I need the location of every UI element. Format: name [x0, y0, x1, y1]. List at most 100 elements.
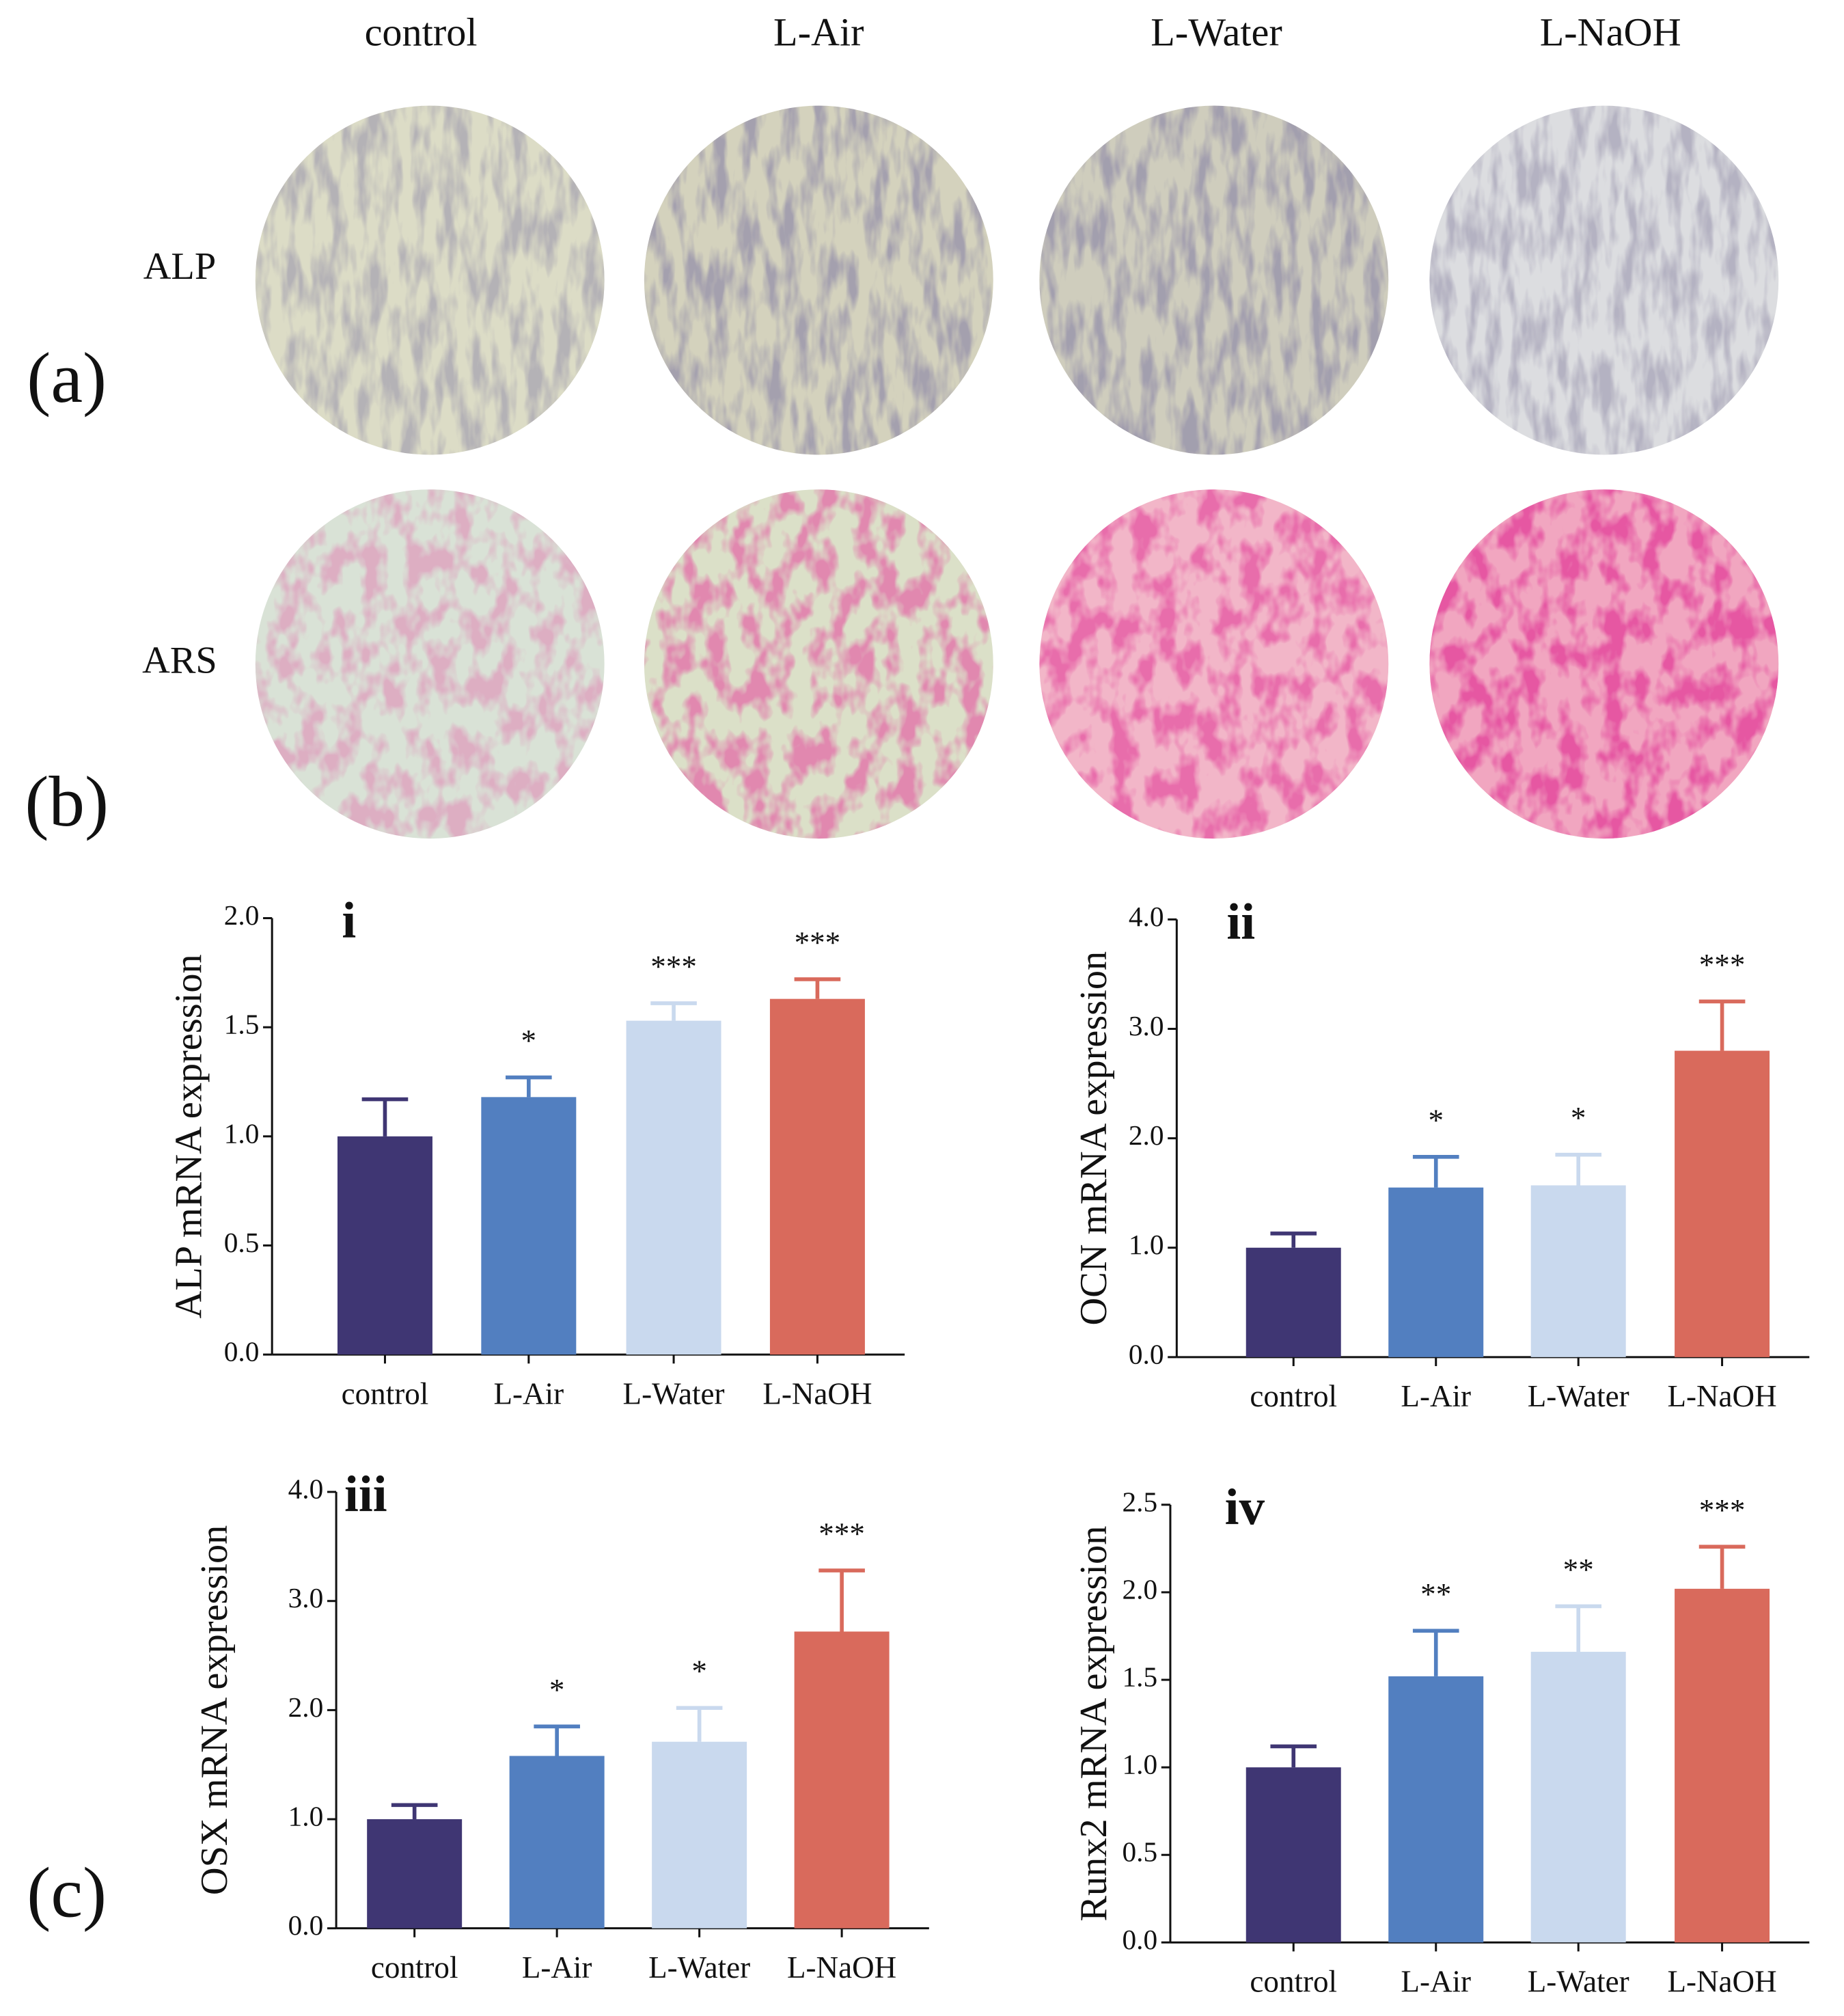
bar: [1530, 1652, 1626, 1943]
y-tick-label: 4.0: [1129, 901, 1164, 932]
significance-label: *: [521, 1024, 537, 1058]
significance-label: ***: [1699, 1493, 1746, 1527]
significance-label: *: [1428, 1103, 1444, 1137]
significance-label: **: [1420, 1577, 1451, 1611]
x-tick-label: L-NaOH: [787, 1950, 896, 1985]
bar: [794, 1631, 890, 1929]
error-bar: [1555, 1152, 1602, 1186]
bar: [1675, 1588, 1770, 1943]
significance-label: **: [1563, 1553, 1594, 1587]
significance-label: ***: [650, 950, 697, 984]
micrograph-texture: [1039, 489, 1389, 839]
y-tick-label: 2.0: [288, 1691, 324, 1723]
error-bar: [1698, 1544, 1746, 1589]
y-tick-label: 1.0: [1123, 1749, 1158, 1780]
bar: [769, 998, 865, 1355]
chart-title: iv: [1225, 1479, 1265, 1536]
bar: [1246, 1247, 1341, 1357]
y-axis-label: OCN mRNA expression: [1073, 951, 1115, 1326]
significance-label: *: [691, 1654, 707, 1689]
significance-label: ***: [818, 1517, 865, 1551]
y-tick-label: 0.5: [224, 1227, 260, 1258]
micrograph-texture: [255, 489, 605, 839]
error-bar: [1555, 1604, 1602, 1652]
error-bar: [1270, 1744, 1317, 1768]
y-axis-label: Runx2 mRNA expression: [1073, 1526, 1115, 1922]
panel-label: (a): [27, 338, 107, 418]
significance-label: *: [549, 1673, 565, 1707]
error-bar: [794, 977, 841, 999]
y-tick-label: 2.0: [1123, 1573, 1158, 1605]
error-bar: [1412, 1629, 1459, 1676]
column-label: L-Air: [773, 10, 864, 55]
bar: [626, 1020, 721, 1355]
bar: [367, 1819, 463, 1929]
significance-label: *: [1571, 1101, 1586, 1135]
column-label: control: [365, 10, 478, 55]
x-tick-label: L-NaOH: [1667, 1965, 1776, 1999]
y-tick-label: 1.5: [1123, 1661, 1158, 1693]
y-tick-label: 1.5: [224, 1009, 260, 1040]
row-label: ALP: [143, 245, 216, 288]
bar: [1388, 1187, 1484, 1357]
chart-title: ii: [1226, 894, 1255, 951]
error-bar: [1412, 1155, 1459, 1188]
micrograph-texture: [255, 105, 605, 455]
bar: [1388, 1676, 1484, 1943]
y-tick-label: 0.5: [1123, 1836, 1158, 1868]
y-tick-label: 2.0: [1129, 1119, 1164, 1151]
y-axis-label: ALP mRNA expression: [168, 954, 210, 1318]
error-bar: [391, 1803, 438, 1820]
bar: [337, 1136, 432, 1355]
y-axis-label: OSX mRNA expression: [193, 1525, 236, 1895]
error-bar: [506, 1075, 552, 1098]
column-label: L-Water: [1151, 10, 1282, 55]
x-tick-label: L-Air: [1401, 1965, 1471, 1999]
bar: [652, 1741, 747, 1929]
x-tick-label: L-NaOH: [1667, 1379, 1776, 1413]
micrograph-texture: [1429, 489, 1779, 839]
error-bar: [361, 1097, 409, 1136]
x-tick-label: control: [342, 1376, 429, 1411]
error-bar: [534, 1724, 580, 1756]
bar: [509, 1756, 605, 1929]
y-tick-label: 1.0: [1129, 1229, 1164, 1260]
significance-label: ***: [795, 925, 841, 959]
micrograph-texture: [644, 489, 993, 839]
x-tick-label: L-Air: [1401, 1379, 1471, 1413]
column-label: L-NaOH: [1540, 10, 1681, 55]
y-tick-label: 0.0: [1129, 1338, 1164, 1370]
x-tick-label: L-Water: [648, 1950, 750, 1985]
chart-title: i: [342, 893, 356, 949]
x-tick-label: control: [1250, 1965, 1337, 1999]
row-label: ARS: [142, 640, 217, 682]
x-tick-label: control: [1250, 1379, 1337, 1413]
y-tick-label: 2.5: [1123, 1486, 1158, 1517]
micrographs: [255, 105, 1779, 839]
x-tick-label: L-Water: [1528, 1965, 1629, 1999]
bar: [1675, 1050, 1770, 1357]
y-tick-label: 3.0: [288, 1582, 324, 1613]
bar: [1246, 1767, 1341, 1943]
y-tick-label: 4.0: [288, 1473, 324, 1505]
y-tick-label: 3.0: [1129, 1010, 1164, 1041]
x-tick-label: L-Water: [623, 1376, 725, 1411]
panel-label: (b): [25, 761, 109, 841]
bar: [481, 1097, 577, 1355]
x-tick-label: control: [371, 1950, 458, 1985]
x-tick-label: L-Air: [494, 1376, 564, 1411]
x-tick-label: L-Air: [522, 1950, 592, 1985]
x-tick-label: L-Water: [1528, 1379, 1629, 1413]
micrograph-texture: [1039, 105, 1389, 455]
error-bar: [818, 1568, 865, 1632]
bar: [1530, 1185, 1626, 1357]
panel-label: (c): [27, 1853, 107, 1933]
micrograph-texture: [1429, 105, 1779, 455]
chart-title: iii: [344, 1467, 387, 1523]
y-tick-label: 0.0: [1123, 1924, 1158, 1955]
significance-label: ***: [1699, 948, 1746, 982]
error-bar: [1270, 1231, 1317, 1248]
error-bar: [676, 1706, 723, 1742]
y-tick-label: 0.0: [224, 1336, 260, 1367]
